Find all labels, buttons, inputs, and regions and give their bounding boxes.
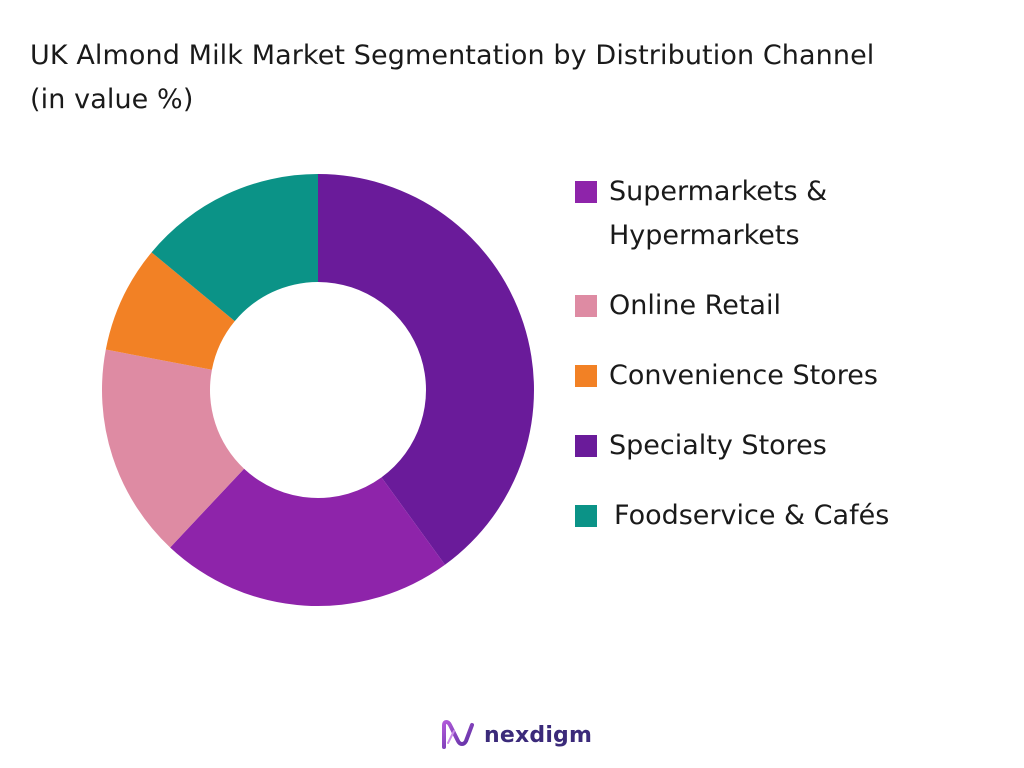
- donut-slice-foodservice-caf-s: [151, 174, 318, 322]
- legend-item-supermarkets-hypermarkets: Supermarkets & Hypermarkets: [575, 170, 1015, 258]
- chart-legend: Supermarkets & Hypermarkets Online Retail C…: [575, 170, 1015, 564]
- chart-title: UK Almond Milk Market Segmentation by Di…: [30, 34, 1010, 122]
- legend-item-online-retail: Online Retail: [575, 284, 1015, 328]
- donut-slice-specialty-stores: [105, 252, 235, 370]
- legend-swatch: [575, 435, 597, 457]
- legend-item-foodservice-caf-s: Foodservice & Cafés: [575, 494, 1015, 538]
- legend-swatch: [575, 365, 597, 387]
- donut-chart: [101, 174, 534, 606]
- legend-swatch: [575, 181, 597, 203]
- donut-slice-online-retail: [170, 468, 445, 606]
- legend-label: Online Retail: [609, 290, 781, 321]
- donut-slice-supermarkets-hypermarkets: [318, 174, 534, 565]
- legend-swatch: [575, 505, 597, 527]
- donut-slice-convenience-stores: [101, 349, 245, 548]
- legend-label: Convenience Stores: [609, 360, 878, 391]
- legend-swatch: [575, 295, 597, 317]
- legend-label: Supermarkets & Hypermarkets: [609, 176, 828, 251]
- brand-logo: nexdigm: [440, 715, 592, 755]
- legend-item-convenience-stores: Convenience Stores: [575, 354, 1015, 398]
- nexdigm-logo-icon: [442, 720, 474, 749]
- brand-name: nexdigm: [484, 722, 593, 748]
- chart-title-line-2: (in value %): [30, 84, 194, 115]
- legend-label: Specialty Stores: [609, 430, 827, 461]
- legend-item-specialty-stores: Specialty Stores: [575, 424, 1015, 468]
- legend-label: Foodservice & Cafés: [614, 500, 890, 531]
- chart-title-line-1: UK Almond Milk Market Segmentation by Di…: [30, 40, 875, 71]
